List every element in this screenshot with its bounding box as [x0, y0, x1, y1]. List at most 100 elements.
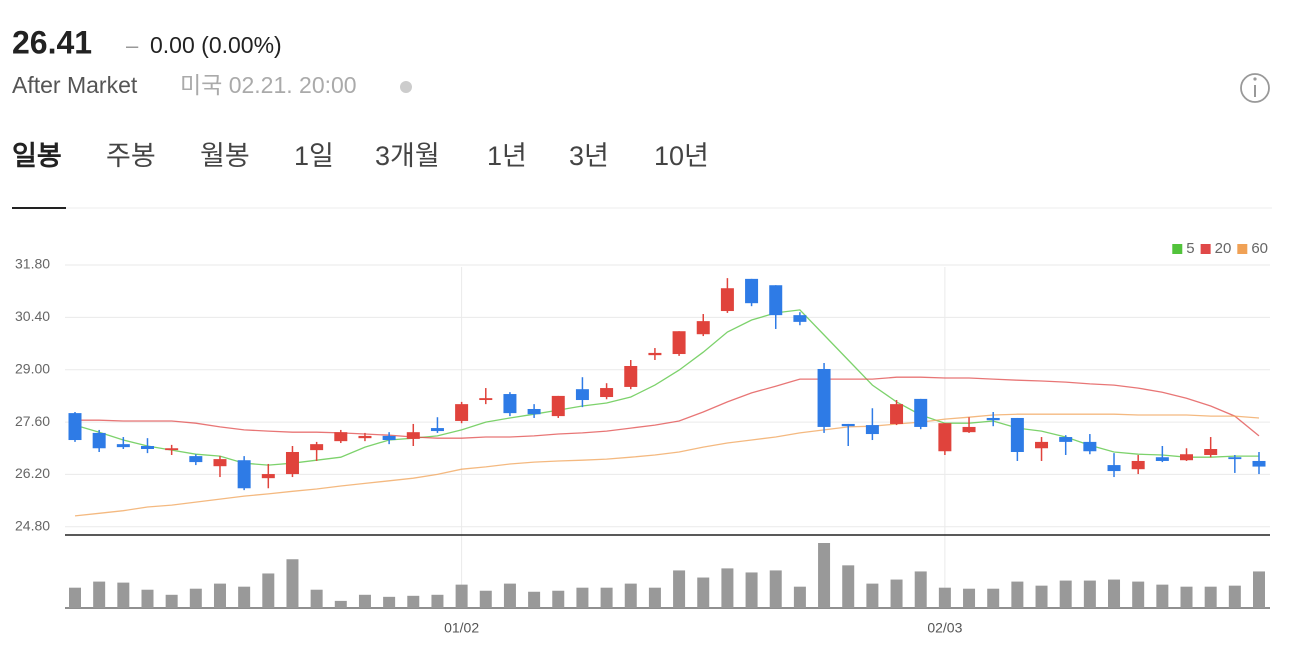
- volume-bar: [673, 570, 686, 608]
- candle-body: [92, 432, 106, 449]
- ma-line: [75, 376, 1260, 439]
- candle-body: [1107, 465, 1121, 472]
- volume-bar: [238, 586, 251, 608]
- candle-body: [285, 451, 299, 475]
- candle-body: [914, 398, 928, 427]
- y-tick-label: 29.00: [15, 360, 50, 376]
- y-tick-label: 26.20: [15, 465, 50, 481]
- info-button[interactable]: [1240, 73, 1270, 103]
- tab[interactable]: 10년: [654, 141, 709, 171]
- volume-bar: [576, 587, 589, 608]
- y-tick-label: 30.40: [15, 308, 50, 324]
- volume-bar: [721, 568, 734, 608]
- candle-body: [237, 460, 251, 489]
- candle-body: [430, 428, 444, 432]
- candle-body: [648, 352, 662, 356]
- tab[interactable]: 월봉: [200, 141, 250, 171]
- candle-body: [406, 432, 420, 439]
- candle-body: [261, 474, 275, 479]
- candle-body: [527, 408, 541, 415]
- candle-body: [696, 321, 710, 335]
- tabs: 일봉 주봉 월봉 1일 3개월 1년 3년 10년: [12, 141, 709, 171]
- volume-bar: [528, 591, 541, 608]
- candle-body: [624, 365, 638, 387]
- ma-line: [74, 309, 1259, 466]
- tab[interactable]: 3년: [569, 141, 609, 171]
- volume-bar: [648, 587, 661, 608]
- candle-body: [68, 413, 82, 441]
- candle-body: [1059, 437, 1073, 442]
- price: 26.41: [12, 24, 92, 60]
- volume-bar: [455, 584, 468, 608]
- legend-swatch: [1172, 244, 1183, 254]
- x-tick-label: 02/03: [927, 620, 962, 636]
- volume-bar: [503, 583, 516, 608]
- candle-body: [938, 423, 952, 452]
- candle-body: [600, 388, 614, 398]
- candle-body: [720, 288, 734, 312]
- candle-body: [793, 315, 807, 322]
- candle-body: [817, 368, 831, 427]
- legend-label: 60: [1251, 240, 1268, 257]
- volume-bar: [552, 590, 565, 608]
- legend-label: 5: [1186, 240, 1194, 257]
- volume-bar: [262, 573, 275, 608]
- candle-body: [1252, 460, 1266, 467]
- volume-bar: [890, 579, 903, 608]
- legend-swatch: [1237, 244, 1248, 254]
- candle-body: [745, 278, 759, 304]
- candle-body: [1010, 417, 1024, 452]
- volume-bar: [286, 559, 299, 608]
- volume-bar: [1083, 580, 1096, 608]
- candle-body: [213, 459, 227, 467]
- candle-body: [986, 417, 1000, 421]
- tab[interactable]: 일봉: [12, 141, 62, 171]
- candle-body: [672, 331, 686, 355]
- candle-body: [382, 435, 396, 441]
- candle-body: [1180, 454, 1194, 461]
- tab[interactable]: 주봉: [106, 141, 156, 171]
- volume-bar: [310, 589, 323, 608]
- volume-bar: [818, 543, 831, 608]
- volume-bar: [213, 583, 226, 608]
- timestamp: 미국 02.21. 20:00: [180, 72, 357, 98]
- volume-bar: [141, 589, 154, 608]
- candle-body: [358, 435, 372, 439]
- candle-body: [865, 425, 879, 435]
- tab[interactable]: 1년: [487, 141, 527, 171]
- candle-body: [575, 389, 589, 401]
- volume-bar: [624, 583, 637, 608]
- volume-bar: [431, 594, 444, 608]
- candle-body: [140, 446, 154, 450]
- volume-bar: [600, 587, 613, 608]
- volume-bar: [769, 570, 782, 608]
- volume-bar: [914, 571, 927, 608]
- candle-body: [189, 456, 203, 463]
- volume-bar: [383, 596, 396, 608]
- change-sign: –: [126, 33, 139, 58]
- tab[interactable]: 3개월: [375, 141, 440, 171]
- volume-bar: [189, 588, 202, 608]
- x-tick-label: 01/02: [444, 620, 479, 636]
- volume-bar: [793, 586, 806, 608]
- volume-bar: [1132, 581, 1145, 608]
- candle-body: [1035, 441, 1049, 449]
- candle-body: [769, 285, 783, 316]
- candle-body: [1083, 441, 1097, 452]
- volume-bar: [987, 588, 1000, 608]
- volume-bar: [1253, 571, 1265, 608]
- candle-body: [116, 444, 130, 448]
- volume-bar: [479, 590, 492, 608]
- volume-bar: [407, 595, 420, 608]
- candle-body: [310, 444, 324, 451]
- volume-bar: [1059, 580, 1072, 608]
- candle-body: [1228, 457, 1242, 460]
- y-tick-label: 24.80: [15, 517, 50, 533]
- ma-line: [74, 413, 1260, 517]
- candle-body: [1204, 449, 1218, 455]
- legend-label: 20: [1215, 240, 1232, 257]
- volume-bar: [1156, 584, 1169, 608]
- y-tick-label: 31.80: [15, 256, 50, 272]
- tab[interactable]: 1일: [294, 141, 334, 171]
- volume-bar: [1011, 581, 1024, 608]
